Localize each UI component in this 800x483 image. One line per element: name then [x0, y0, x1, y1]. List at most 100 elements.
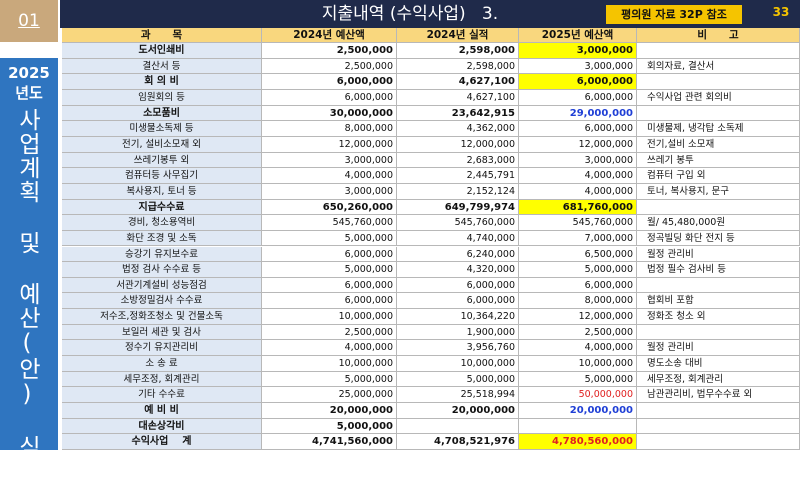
amount: 545,760,000	[397, 215, 519, 231]
amount: 8,000,000	[519, 293, 637, 310]
remark: 정화조 청소 외	[637, 309, 800, 325]
amount: 2,500,000	[262, 58, 397, 75]
amount: 50,000,000	[519, 387, 637, 404]
column-header: 2024년 예산액	[262, 28, 397, 43]
item-name: 서관기계설비 성능점검	[62, 277, 262, 294]
amount: 3,000,000	[262, 152, 397, 169]
amount: 4,627,100	[397, 89, 519, 106]
remark: 명도소송 대비	[637, 356, 800, 372]
amount: 2,445,791	[397, 168, 519, 184]
amount: 6,000,000	[262, 246, 397, 263]
amount: 4,362,000	[397, 121, 519, 137]
amount: 6,000,000	[519, 89, 637, 106]
remark: 남관관리비, 법무수수료 외	[637, 387, 800, 404]
amount: 6,000,000	[519, 74, 637, 90]
item-name: 보일러 세관 및 검사	[62, 324, 262, 341]
amount: 4,741,560,000	[262, 434, 397, 450]
amount: 6,000,000	[519, 277, 637, 294]
amount: 6,000,000	[262, 74, 397, 90]
reference-badge: 평의원 자료 32P 참조	[606, 5, 742, 24]
item-name: 정수기 유지관리비	[62, 340, 262, 357]
amount: 7,000,000	[519, 230, 637, 247]
amount: 25,518,994	[397, 387, 519, 404]
amount: 8,000,000	[262, 121, 397, 137]
remark: 쓰레기 봉투	[637, 152, 800, 169]
amount: 2,598,000	[397, 58, 519, 75]
remark	[637, 105, 800, 122]
item-name: 쓰레기봉투 외	[62, 152, 262, 169]
item-name: 예 비 비	[62, 403, 262, 419]
column-header: 2025년 예산액	[519, 28, 637, 43]
amount: 4,000,000	[519, 340, 637, 357]
sidebar	[0, 58, 58, 450]
amount: 650,260,000	[262, 199, 397, 216]
column-header: 과 목	[62, 28, 262, 43]
amount: 6,240,000	[397, 246, 519, 263]
amount: 6,000,000	[519, 121, 637, 137]
amount: 2,598,000	[397, 43, 519, 59]
remark: 전기,설비 소모재	[637, 136, 800, 153]
amount: 3,000,000	[519, 152, 637, 169]
remark: 수익사업 관련 회의비	[637, 89, 800, 106]
item-name: 화단 조경 및 소독	[62, 230, 262, 247]
item-name: 승강기 유지보수료	[62, 246, 262, 263]
item-name: 미생물소독제 등	[62, 121, 262, 137]
amount: 3,956,760	[397, 340, 519, 357]
remark	[637, 277, 800, 294]
amount: 10,364,220	[397, 309, 519, 325]
remark	[637, 43, 800, 59]
amount: 6,000,000	[262, 293, 397, 310]
amount	[397, 418, 519, 435]
amount: 545,760,000	[262, 215, 397, 231]
remark: 회의자료, 결산서	[637, 58, 800, 75]
remark: 법정 필수 검사비 등	[637, 262, 800, 278]
amount: 4,708,521,976	[397, 434, 519, 450]
remark	[637, 74, 800, 90]
remark: 월정 관리비	[637, 246, 800, 263]
amount: 20,000,000	[519, 403, 637, 419]
item-name: 기타 수수료	[62, 387, 262, 404]
title: 지출내역 (수익사업) 3.	[321, 4, 499, 24]
item-name: 회 의 비	[62, 74, 262, 90]
remark: 협회비 포함	[637, 293, 800, 310]
amount: 6,000,000	[262, 277, 397, 294]
amount: 681,760,000	[519, 199, 637, 216]
remark: 월정 관리비	[637, 340, 800, 357]
item-name: 도서인쇄비	[62, 43, 262, 59]
amount: 4,320,000	[397, 262, 519, 278]
amount: 2,152,124	[397, 183, 519, 200]
item-name: 소모품비	[62, 105, 262, 122]
item-name: 전기, 설비소모재 외	[62, 136, 262, 153]
remark: 정곡빌딩 화단 전지 등	[637, 230, 800, 247]
sidebar-year: 2025	[8, 64, 50, 82]
amount: 2,500,000	[519, 324, 637, 341]
item-name: 컴퓨터등 사무집기	[62, 168, 262, 184]
amount: 12,000,000	[519, 309, 637, 325]
amount: 5,000,000	[262, 418, 397, 435]
item-name: 수익사업 계	[62, 434, 262, 450]
remark: 미생물제, 냉각탑 소독제	[637, 121, 800, 137]
item-name: 임원회의 등	[62, 89, 262, 106]
amount: 6,000,000	[262, 89, 397, 106]
page: 01 지출내역 (수익사업) 3. 평의원 자료 32P 참조 33 2025 …	[0, 0, 800, 450]
amount: 4,627,100	[397, 74, 519, 90]
amount: 10,000,000	[397, 356, 519, 372]
column-header: 비 고	[637, 28, 800, 43]
amount: 10,000,000	[262, 356, 397, 372]
amount: 5,000,000	[262, 371, 397, 388]
remark	[637, 434, 800, 450]
sidebar-title: 사업계획 및 예산(안) 심의	[14, 108, 40, 483]
amount: 4,000,000	[519, 168, 637, 184]
amount: 5,000,000	[262, 262, 397, 278]
amount: 1,900,000	[397, 324, 519, 341]
amount: 3,000,000	[262, 183, 397, 200]
amount: 10,000,000	[519, 356, 637, 372]
amount	[519, 418, 637, 435]
remark	[637, 199, 800, 216]
amount: 5,000,000	[519, 371, 637, 388]
remark	[637, 324, 800, 341]
amount: 12,000,000	[262, 136, 397, 153]
amount: 5,000,000	[519, 262, 637, 278]
amount: 12,000,000	[519, 136, 637, 153]
item-name: 대손상각비	[62, 418, 262, 435]
